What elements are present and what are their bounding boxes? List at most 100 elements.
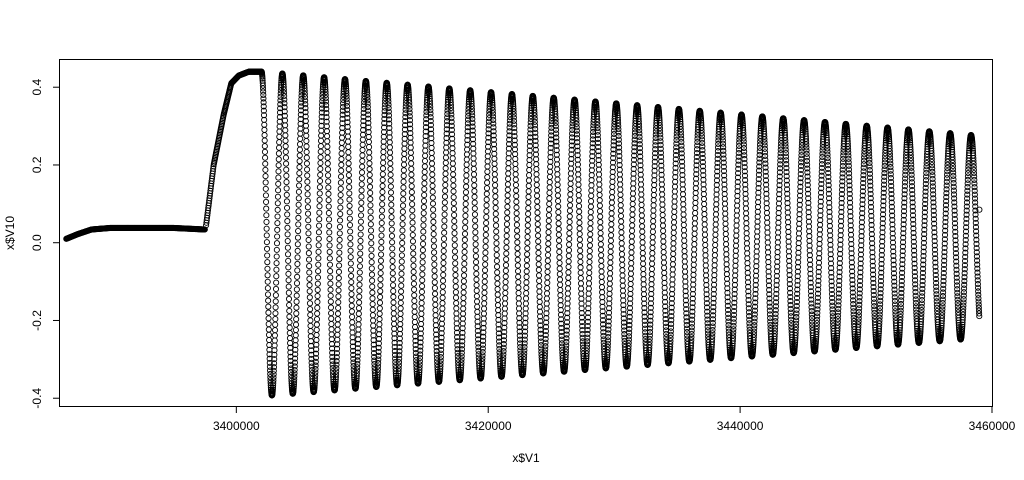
data-point: [286, 301, 293, 309]
data-point: [742, 205, 750, 212]
data-point: [671, 198, 678, 205]
data-point: [733, 212, 740, 219]
data-point: [454, 356, 462, 363]
data-point: [292, 332, 299, 339]
data-point: [409, 225, 416, 232]
data-point: [345, 160, 352, 167]
data-point: [357, 225, 364, 232]
data-point: [409, 219, 416, 226]
data-point: [608, 215, 615, 222]
data-point: [327, 280, 334, 287]
data-point: [366, 183, 374, 190]
data-point: [461, 266, 468, 273]
data-point: [441, 211, 448, 218]
data-point: [575, 166, 582, 173]
data-point: [484, 153, 491, 160]
data-point: [313, 326, 320, 333]
data-point: [325, 197, 332, 204]
data-point: [492, 193, 499, 200]
data-point: [465, 113, 472, 120]
data-point: [575, 192, 582, 199]
data-point: [640, 260, 647, 267]
data-point: [619, 287, 626, 294]
data-point: [303, 143, 310, 150]
data-point: [680, 201, 687, 208]
data-point: [463, 151, 470, 158]
data-point: [378, 213, 385, 220]
data-point: [429, 182, 436, 189]
data-point: [596, 208, 604, 215]
data-point: [292, 355, 299, 362]
data-point: [346, 215, 353, 222]
data-point: [639, 239, 646, 246]
data-point: [588, 177, 595, 184]
data-point: [700, 195, 708, 203]
data-point: [396, 344, 403, 351]
data-point: [378, 219, 385, 227]
data-point: [377, 293, 384, 301]
data-point: [336, 249, 343, 256]
data-point: [437, 363, 444, 370]
data-point: [374, 363, 382, 370]
data-point: [491, 176, 499, 183]
data-point: [367, 221, 374, 228]
data-point: [512, 171, 519, 178]
data-point: [493, 228, 500, 235]
data-point: [473, 298, 481, 305]
data-point: [345, 178, 353, 185]
data-point: [264, 291, 272, 298]
data-point: [337, 217, 344, 224]
data-point: [275, 156, 282, 163]
data-point: [285, 270, 292, 277]
data-point: [524, 216, 532, 223]
data-point: [722, 205, 729, 212]
data-point: [525, 210, 532, 217]
data-point: [586, 242, 594, 249]
data-point: [669, 276, 676, 283]
data-point: [286, 324, 293, 331]
data-point: [567, 196, 574, 203]
data-point: [317, 137, 325, 144]
data-point: [374, 369, 381, 376]
data-point: [302, 105, 309, 112]
data-point: [450, 171, 457, 178]
data-point: [480, 333, 487, 340]
data-point: [471, 182, 478, 189]
data-point: [327, 274, 334, 281]
data-point: [325, 190, 332, 197]
data-point: [597, 241, 604, 248]
data-point: [319, 98, 326, 105]
data-point: [345, 166, 352, 173]
data-point: [493, 252, 500, 259]
data-point: [522, 305, 529, 312]
data-point: [723, 256, 730, 263]
data-point: [690, 256, 697, 263]
data-point: [272, 285, 280, 293]
data-point: [388, 220, 395, 227]
data-point: [630, 185, 637, 192]
data-point: [346, 184, 353, 191]
data-point: [359, 157, 366, 165]
data-point: [460, 310, 467, 317]
data-point: [492, 216, 499, 223]
data-point: [327, 292, 334, 299]
data-point: [449, 155, 456, 162]
data-point: [335, 293, 342, 300]
data-point: [619, 277, 626, 284]
data-point: [744, 250, 751, 257]
data-point: [316, 190, 323, 197]
data-point: [280, 77, 287, 84]
data-point: [364, 107, 372, 114]
data-point: [482, 231, 489, 238]
data-point: [453, 320, 460, 327]
data-point: [269, 384, 277, 391]
data-point: [316, 216, 323, 223]
data-point: [640, 276, 647, 283]
data-point: [565, 252, 572, 259]
data-point: [483, 190, 490, 197]
data-point: [629, 227, 636, 234]
data-point: [490, 120, 497, 127]
data-point: [436, 370, 444, 377]
data-point: [385, 112, 392, 119]
data-point: [448, 126, 455, 133]
